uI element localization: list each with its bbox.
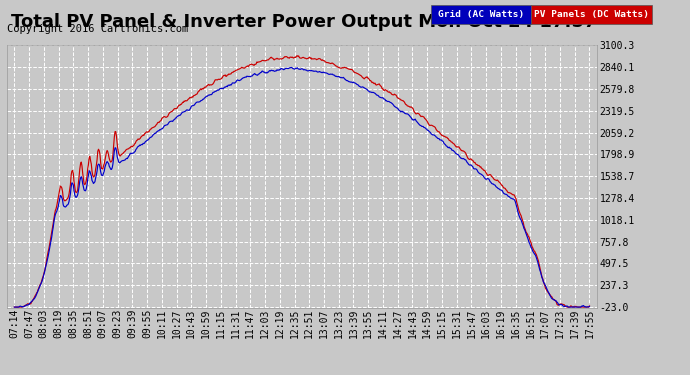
Text: Total PV Panel & Inverter Power Output Mon Oct 24 17:57: Total PV Panel & Inverter Power Output M… — [11, 13, 596, 31]
Text: Copyright 2016 Cartronics.com: Copyright 2016 Cartronics.com — [7, 24, 188, 34]
Text: Grid (AC Watts): Grid (AC Watts) — [438, 10, 524, 19]
Text: PV Panels (DC Watts): PV Panels (DC Watts) — [534, 10, 649, 19]
